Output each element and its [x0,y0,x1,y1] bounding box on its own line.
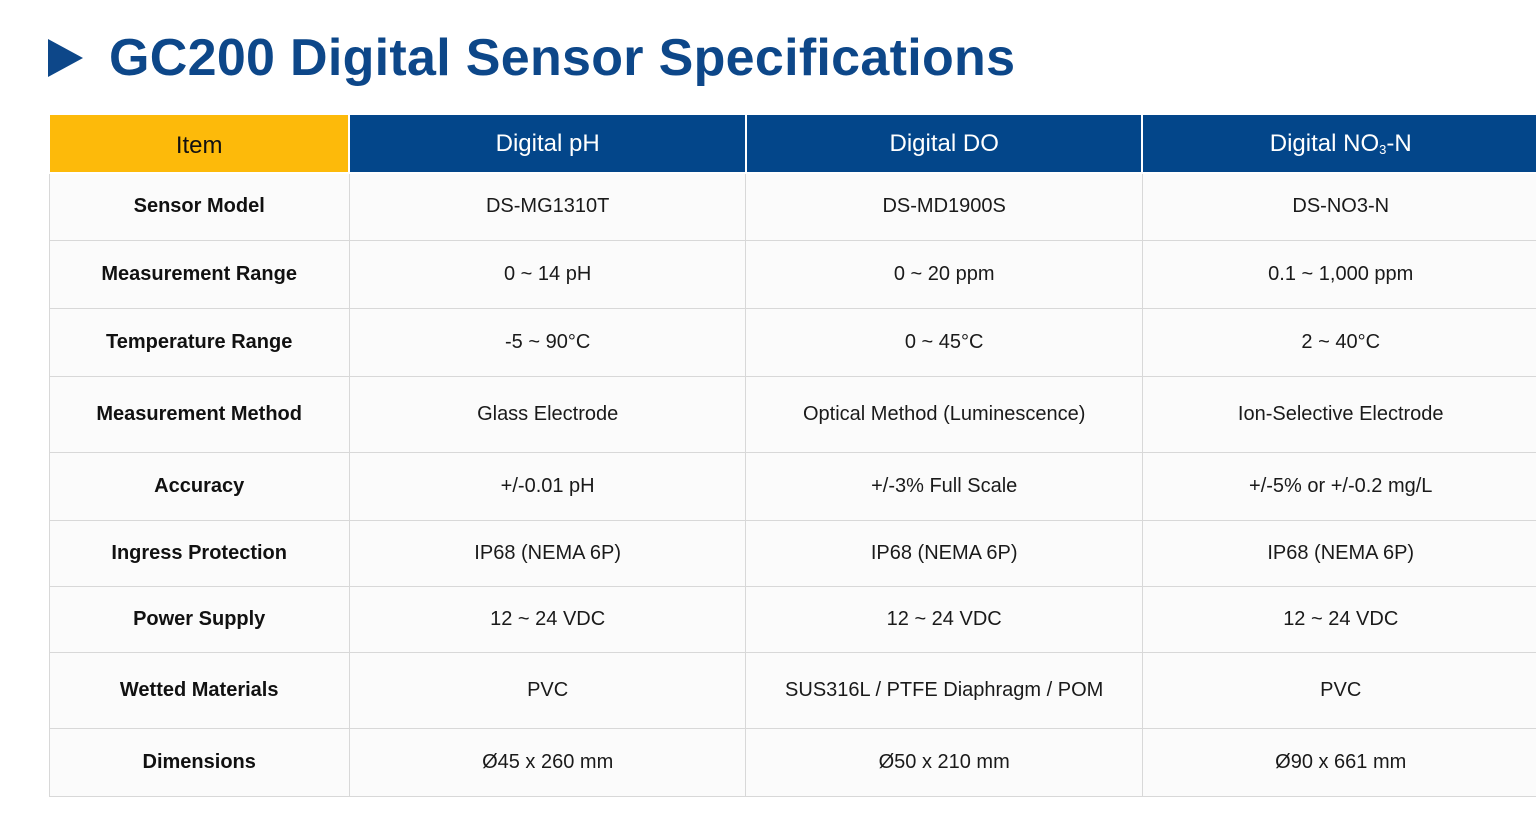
table-cell: 0 ~ 20 ppm [745,239,1143,309]
row-label: Wetted Materials [48,651,350,729]
row-label: Ingress Protection [48,519,350,587]
column-header-digital-no3n: Digital NO3-N [1141,113,1536,174]
table-cell: Ø50 x 210 mm [745,727,1143,797]
table-cell: 12 ~ 24 VDC [745,585,1143,653]
table-cell: Ø45 x 260 mm [348,727,747,797]
column-header-digital-do: Digital DO [744,113,1144,174]
table-cell: PVC [348,651,747,729]
table-cell: DS-MD1900S [745,172,1143,241]
table-cell: Optical Method (Luminescence) [745,375,1143,453]
table-cell: IP68 (NEMA 6P) [745,519,1143,587]
table-cell: 12 ~ 24 VDC [348,585,747,653]
row-label: Temperature Range [48,307,350,377]
row-label: Accuracy [48,451,350,521]
table-row-sensor-model: Sensor Model DS-MG1310T DS-MD1900S DS-NO… [48,172,1536,241]
play-arrow-icon [48,39,83,77]
table-cell: +/-3% Full Scale [745,451,1143,521]
table-cell: 0.1 ~ 1,000 ppm [1141,239,1536,309]
table-cell: Ion-Selective Electrode [1141,375,1536,453]
table-cell: SUS316L / PTFE Diaphragm / POM [745,651,1143,729]
table-cell: IP68 (NEMA 6P) [1141,519,1536,587]
table-row-temperature-range: Temperature Range -5 ~ 90°C 0 ~ 45°C 2 ~… [48,307,1536,377]
table-cell: PVC [1141,651,1536,729]
column-header-digital-ph: Digital pH [348,113,747,174]
table-cell: 12 ~ 24 VDC [1141,585,1536,653]
table-row-measurement-range: Measurement Range 0 ~ 14 pH 0 ~ 20 ppm 0… [48,239,1536,309]
table-cell: Ø90 x 661 mm [1141,727,1536,797]
table-cell: 0 ~ 14 pH [348,239,747,309]
column-header-subscript: 3 [1379,141,1387,157]
column-header-prefix: Digital NO [1269,129,1380,157]
table-cell: Glass Electrode [348,375,747,453]
row-label: Sensor Model [48,172,350,241]
table-cell: +/-0.01 pH [348,451,747,521]
row-label: Power Supply [48,585,350,653]
table-header-row: Item Digital pH Digital DO Digital NO3-N [47,113,1536,174]
table-cell: DS-MG1310T [348,172,747,241]
column-header-suffix: -N [1386,129,1412,157]
item-column-header: Item [47,113,351,174]
table-row-power-supply: Power Supply 12 ~ 24 VDC 12 ~ 24 VDC 12 … [48,585,1536,653]
table-row-dimensions: Dimensions Ø45 x 260 mm Ø50 x 210 mm Ø90… [48,727,1536,797]
row-label: Measurement Range [48,239,350,309]
table-cell: IP68 (NEMA 6P) [348,519,747,587]
page-title: GC200 Digital Sensor Specifications [109,29,1016,87]
table-row-ingress-protection: Ingress Protection IP68 (NEMA 6P) IP68 (… [48,519,1536,587]
table-row-wetted-materials: Wetted Materials PVC SUS316L / PTFE Diap… [48,651,1536,729]
table-cell: 2 ~ 40°C [1141,307,1536,377]
table-cell: 0 ~ 45°C [745,307,1143,377]
row-label: Dimensions [48,727,350,797]
spec-table: Item Digital pH Digital DO Digital NO3-N… [47,113,1536,797]
table-cell: +/-5% or +/-0.2 mg/L [1141,451,1536,521]
title-row: GC200 Digital Sensor Specifications [48,26,1015,90]
table-row-accuracy: Accuracy +/-0.01 pH +/-3% Full Scale +/-… [48,451,1536,521]
table-cell: DS-NO3-N [1141,172,1536,241]
table-cell: -5 ~ 90°C [348,307,747,377]
table-row-measurement-method: Measurement Method Glass Electrode Optic… [48,375,1536,453]
row-label: Measurement Method [48,375,350,453]
